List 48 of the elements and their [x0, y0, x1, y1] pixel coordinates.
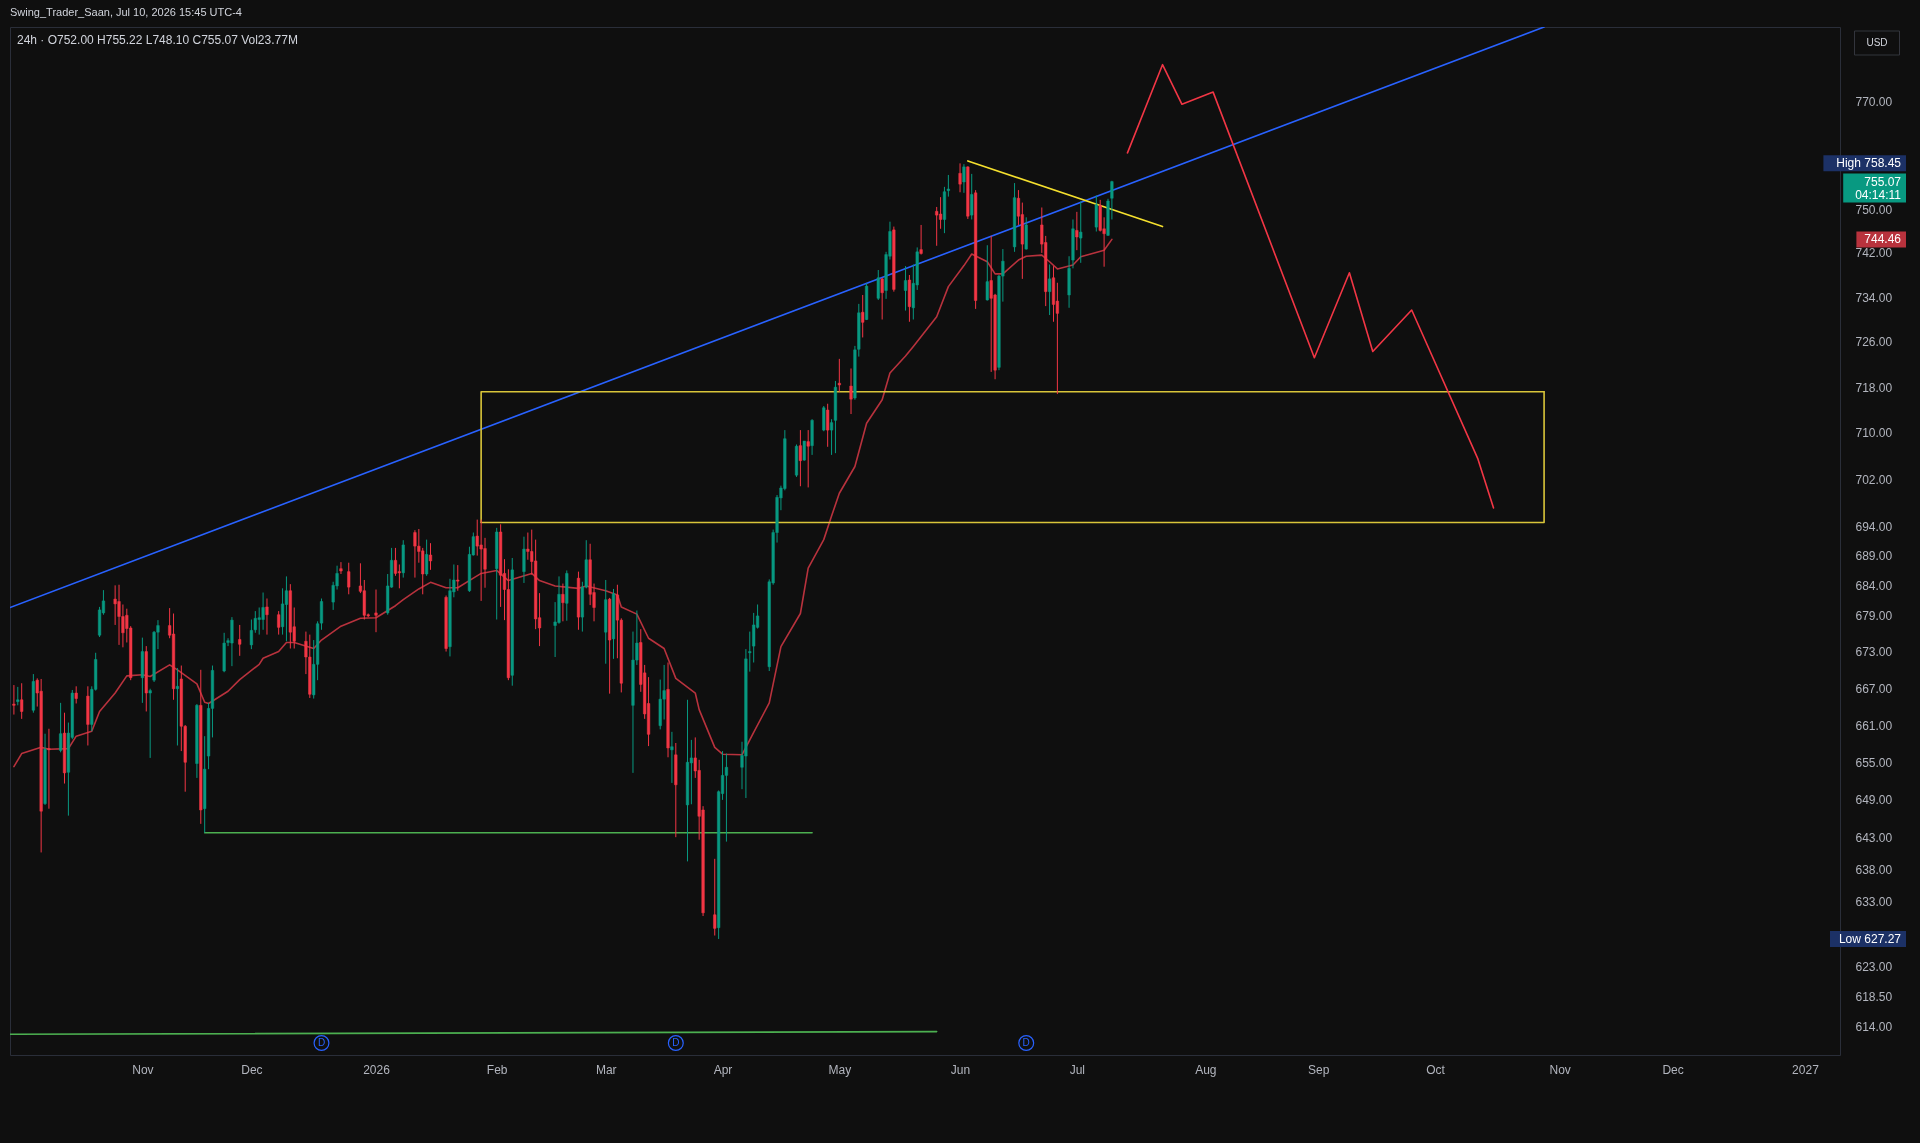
y-tick-label: 702.00	[1855, 472, 1893, 487]
x-tick-label: Feb	[486, 1062, 508, 1077]
x-tick-label: Mar	[595, 1062, 617, 1077]
y-tick-label: 633.00	[1855, 895, 1893, 910]
y-tick-label: 655.00	[1855, 755, 1893, 770]
y-tick-label: 742.00	[1855, 246, 1893, 261]
y-tick-label: 673.00	[1855, 645, 1893, 660]
x-tick-label: Sep	[1308, 1062, 1330, 1077]
y-tick-label: 770.00	[1855, 95, 1893, 110]
y-tick-label: 684.00	[1855, 578, 1893, 593]
x-tick-label: 2026	[363, 1062, 391, 1077]
y-tick-label: 638.00	[1855, 863, 1893, 878]
annotation: 24h · O752.00 H755.22 L748.10 C755.07 Vol23.77M	[17, 33, 298, 47]
y-tick-label: 614.00	[1855, 1019, 1893, 1034]
y-tick-label: 643.00	[1855, 831, 1893, 846]
y-tick-label: 726.00	[1855, 335, 1893, 350]
annotation: Low 627.27	[1838, 931, 1902, 946]
annotation: D	[672, 1036, 680, 1048]
text: USD	[1866, 37, 1888, 48]
y-tick-label: 649.00	[1855, 793, 1893, 808]
x-tick-label: Nov	[132, 1062, 154, 1077]
y-tick-label: 661.00	[1855, 718, 1893, 733]
x-tick-label: Nov	[1549, 1062, 1571, 1077]
y-tick-label: 694.00	[1855, 519, 1893, 534]
text: 744.46	[1864, 232, 1902, 247]
y-tick-label: 667.00	[1855, 681, 1893, 696]
x-tick-label: Jul	[1069, 1062, 1086, 1077]
x-tick-label: Dec	[241, 1062, 263, 1077]
x-tick-label: Oct	[1426, 1062, 1446, 1077]
y-tick-label: 679.00	[1855, 608, 1893, 623]
x-tick-label: Aug	[1195, 1062, 1217, 1077]
x-tick-label: Dec	[1662, 1062, 1684, 1077]
y-tick-label: 734.00	[1855, 290, 1893, 305]
x-tick-label: Jun	[950, 1062, 971, 1077]
y-tick-label: 623.00	[1855, 960, 1893, 975]
text: 755.07 04:14:11	[1855, 174, 1902, 202]
y-tick-label: 750.00	[1855, 202, 1893, 217]
text: Swing_Trader_Saan, Jul 10, 2026 15:45 UTC-4	[10, 6, 242, 18]
x-tick-label: 2027	[1792, 1062, 1820, 1077]
x-tick-label: May	[828, 1062, 852, 1077]
y-tick-label: 689.00	[1855, 549, 1893, 564]
x-tick-label: Apr	[713, 1062, 733, 1077]
annotation: D	[1022, 1036, 1030, 1048]
y-tick-label: 718.00	[1855, 380, 1893, 395]
annotation: D	[317, 1036, 326, 1048]
y-tick-label: 618.50	[1855, 989, 1893, 1004]
y-tick-label: 710.00	[1855, 426, 1893, 441]
annotation: High 758.45	[1836, 156, 1902, 171]
